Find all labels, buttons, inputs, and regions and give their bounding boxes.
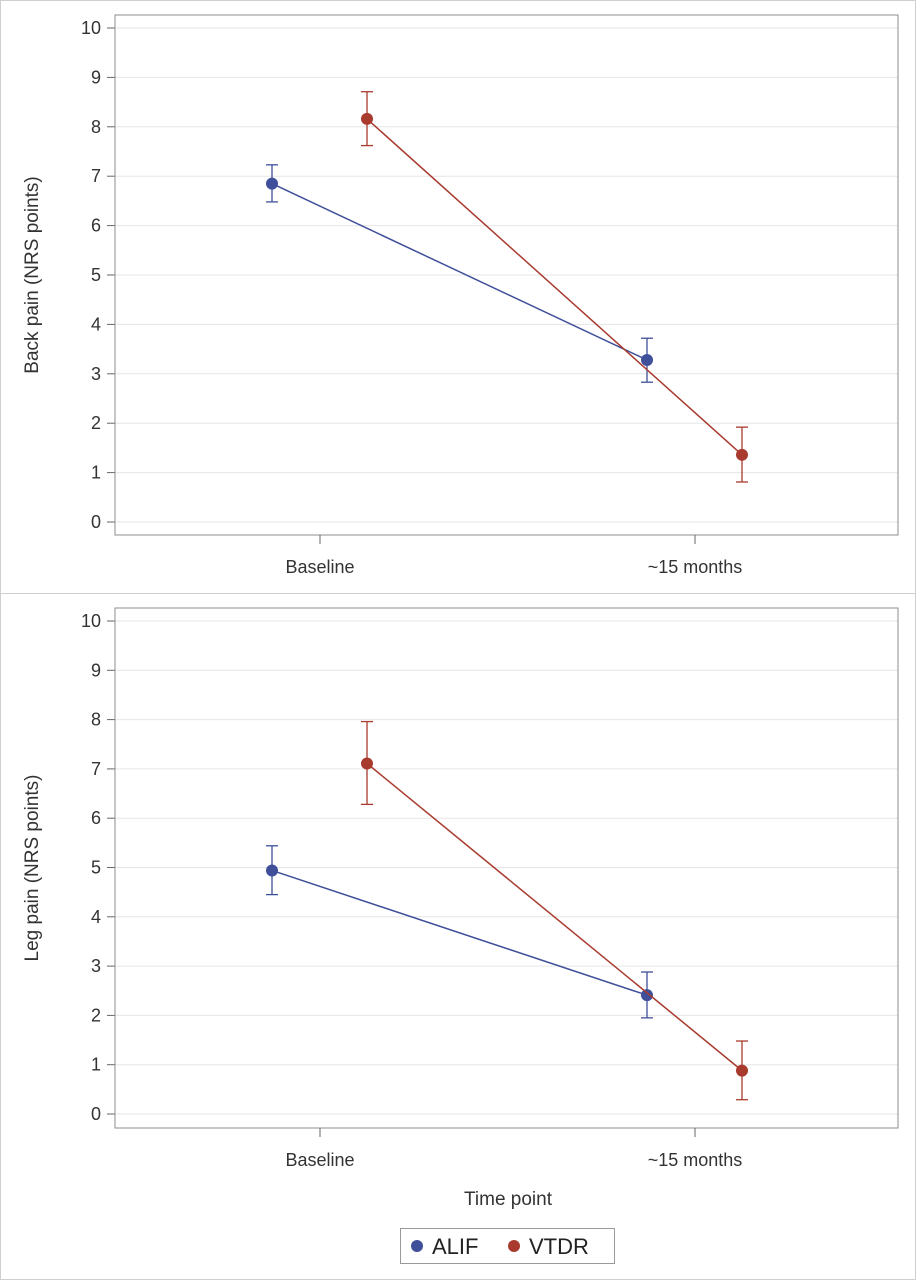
back-pain-vtdr-line — [366, 118, 743, 456]
back-pain-ytick-label-10: 10 — [81, 18, 101, 38]
back-pain-alif-point-1 — [641, 353, 653, 366]
leg-pain-ytick-label-8: 8 — [91, 710, 101, 730]
back-pain-plot-frame — [114, 14, 899, 536]
back-pain-ytick-label-0: 0 — [91, 512, 101, 532]
leg-pain-ytick-label-2: 2 — [91, 1005, 101, 1025]
back-pain-ytick-label-1: 1 — [91, 463, 101, 483]
back-pain-ytick-label-9: 9 — [91, 67, 101, 87]
back-pain-xtick-label-1: ~15 months — [648, 557, 743, 577]
back-pain-alif-point-0 — [266, 177, 278, 190]
legend-label-alif: ALIF — [432, 1234, 478, 1259]
back-pain-panel: 0 1 2 3 4 5 6 7 8 9 10 Baseline ~15 months Back pain … — [22, 14, 899, 577]
leg-pain-plot-frame — [114, 607, 899, 1129]
leg-pain-alif-point-1 — [641, 989, 653, 1002]
leg-pain-ytick-label-9: 9 — [91, 660, 101, 680]
legend-marker-alif — [411, 1240, 423, 1252]
leg-pain-vtdr-point-0 — [361, 757, 373, 770]
back-pain-ytick-label-6: 6 — [91, 216, 101, 236]
back-pain-vtdr-point-1 — [736, 448, 748, 461]
back-pain-ytick-label-7: 7 — [91, 166, 101, 186]
legend-box — [400, 1228, 615, 1264]
back-pain-ytick-label-8: 8 — [91, 117, 101, 137]
back-pain-ytick-label-2: 2 — [91, 413, 101, 433]
back-pain-alif-line — [271, 182, 648, 361]
leg-pain-vtdr-line — [366, 762, 743, 1072]
back-pain-xtick-label-0: Baseline — [285, 557, 354, 577]
leg-pain-panel: 0 1 2 3 4 5 6 7 8 9 10 Baseline ~15 months Leg pain (… — [22, 607, 899, 1170]
leg-pain-ytick-label-10: 10 — [81, 611, 101, 631]
leg-pain-y-axis-title: Leg pain (NRS points) — [22, 775, 43, 962]
back-pain-ytick-label-3: 3 — [91, 364, 101, 384]
leg-pain-ytick-label-3: 3 — [91, 956, 101, 976]
leg-pain-ytick-label-1: 1 — [91, 1055, 101, 1075]
back-pain-y-axis-title: Back pain (NRS points) — [22, 176, 43, 373]
leg-pain-ytick-label-0: 0 — [91, 1104, 101, 1124]
x-axis-title: Time point — [464, 1189, 553, 1210]
leg-pain-ytick-label-6: 6 — [91, 808, 101, 828]
legend-label-vtdr: VTDR — [529, 1234, 589, 1259]
leg-pain-vtdr-point-1 — [736, 1064, 748, 1077]
legend-marker-vtdr — [508, 1240, 520, 1252]
leg-pain-alif-point-0 — [266, 864, 278, 877]
leg-pain-ytick-label-7: 7 — [91, 759, 101, 779]
leg-pain-alif-line — [271, 869, 648, 996]
back-pain-ytick-label-4: 4 — [91, 314, 101, 334]
leg-pain-ytick-label-5: 5 — [91, 858, 101, 878]
legend: ALIF VTDR — [400, 1228, 615, 1264]
leg-pain-xtick-label-0: Baseline — [285, 1150, 354, 1170]
back-pain-vtdr-point-0 — [361, 112, 373, 125]
leg-pain-xtick-label-1: ~15 months — [648, 1150, 743, 1170]
back-pain-ytick-label-5: 5 — [91, 265, 101, 285]
leg-pain-ytick-label-4: 4 — [91, 907, 101, 927]
